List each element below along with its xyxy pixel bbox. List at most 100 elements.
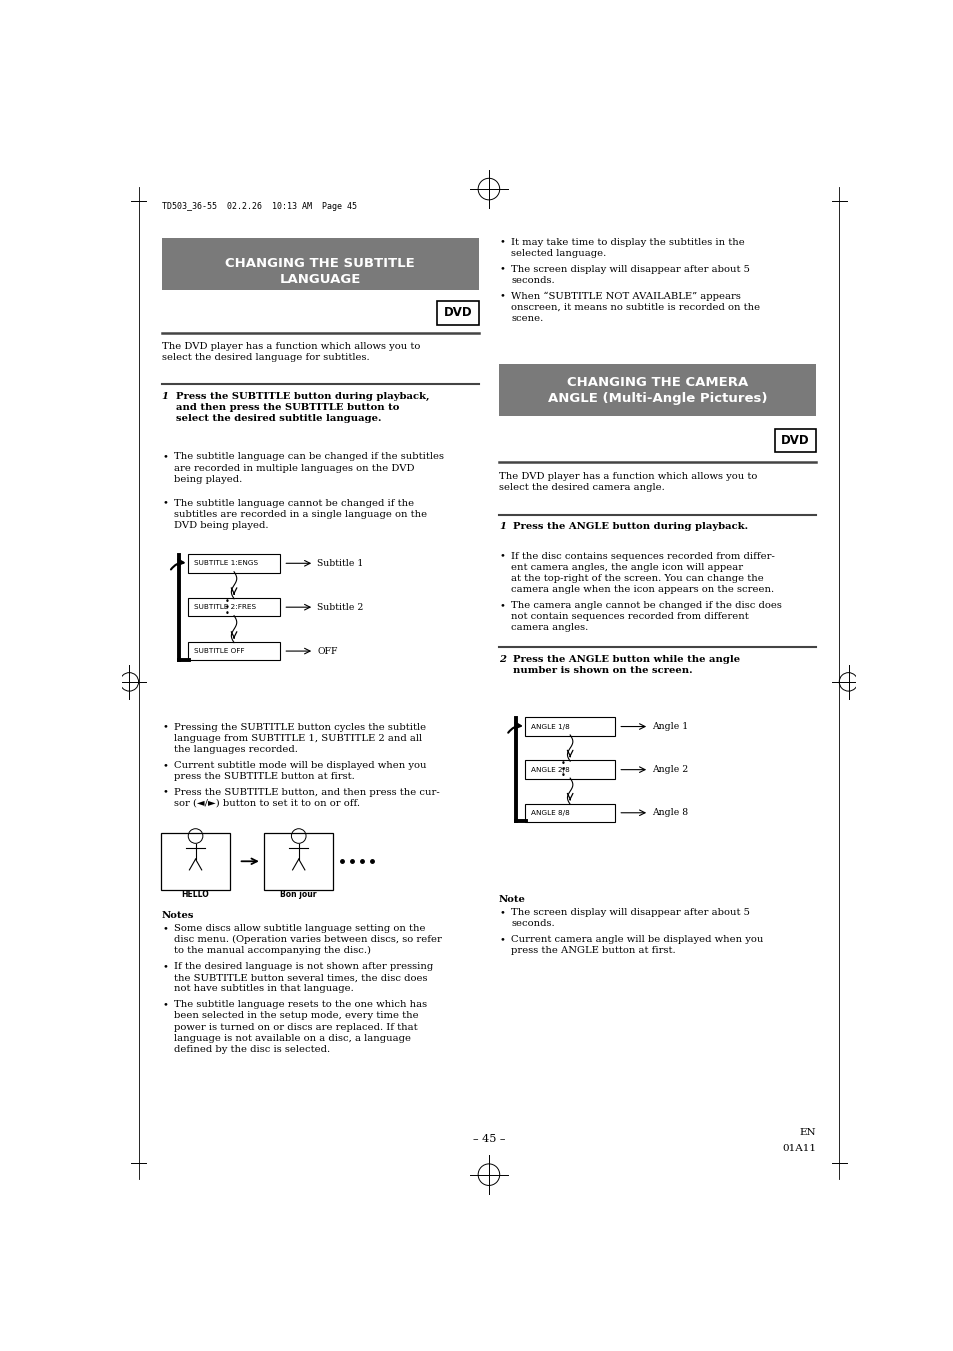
Text: Angle 2: Angle 2 xyxy=(652,765,688,774)
Text: Notes: Notes xyxy=(161,912,194,920)
Text: SUBTITLE OFF: SUBTITLE OFF xyxy=(193,648,244,654)
Text: The subtitle language can be changed if the subtitles: The subtitle language can be changed if … xyxy=(173,453,443,462)
Text: The DVD player has a function which allows you to: The DVD player has a function which allo… xyxy=(161,342,419,351)
Text: EN: EN xyxy=(799,1128,816,1138)
Text: Current subtitle mode will be displayed when you: Current subtitle mode will be displayed … xyxy=(173,761,426,770)
Text: Press the ANGLE button during playback.: Press the ANGLE button during playback. xyxy=(513,523,747,531)
Text: •: • xyxy=(224,603,229,612)
Text: the SUBTITLE button several times, the disc does: the SUBTITLE button several times, the d… xyxy=(173,973,427,982)
Text: defined by the disc is selected.: defined by the disc is selected. xyxy=(173,1044,330,1054)
Text: camera angles.: camera angles. xyxy=(511,623,588,632)
Text: LANGUAGE: LANGUAGE xyxy=(279,273,360,286)
Text: ANGLE (Multi-Angle Pictures): ANGLE (Multi-Angle Pictures) xyxy=(547,392,766,405)
Text: The screen display will disappear after about 5: The screen display will disappear after … xyxy=(511,908,749,917)
Text: ent camera angles, the angle icon will appear: ent camera angles, the angle icon will a… xyxy=(511,563,742,571)
Text: 2: 2 xyxy=(498,655,505,663)
Text: •: • xyxy=(162,788,168,797)
Text: OFF: OFF xyxy=(317,647,337,655)
FancyBboxPatch shape xyxy=(524,761,615,780)
FancyBboxPatch shape xyxy=(498,363,816,416)
Text: Current camera angle will be displayed when you: Current camera angle will be displayed w… xyxy=(511,935,762,944)
Text: being played.: being played. xyxy=(173,474,242,484)
Text: ANGLE 1/8: ANGLE 1/8 xyxy=(531,724,570,730)
Text: •: • xyxy=(499,908,505,917)
Text: •: • xyxy=(162,761,168,770)
Text: •: • xyxy=(162,1000,168,1009)
Text: Bon jour: Bon jour xyxy=(280,890,316,898)
FancyBboxPatch shape xyxy=(524,717,615,736)
FancyBboxPatch shape xyxy=(161,832,230,890)
Text: and then press the SUBTITLE button to: and then press the SUBTITLE button to xyxy=(175,403,398,412)
Text: power is turned on or discs are replaced. If that: power is turned on or discs are replaced… xyxy=(173,1023,417,1032)
Text: not contain sequences recorded from different: not contain sequences recorded from diff… xyxy=(511,612,748,621)
Text: •: • xyxy=(162,453,168,462)
Text: Subtitle 2: Subtitle 2 xyxy=(317,603,363,612)
Text: Press the ANGLE button while the angle: Press the ANGLE button while the angle xyxy=(513,655,740,663)
Text: 1: 1 xyxy=(498,523,505,531)
Text: HELLO: HELLO xyxy=(181,890,210,898)
Text: are recorded in multiple languages on the DVD: are recorded in multiple languages on th… xyxy=(173,463,414,473)
Text: CHANGING THE SUBTITLE: CHANGING THE SUBTITLE xyxy=(225,257,415,270)
Text: •: • xyxy=(499,292,505,300)
Text: The subtitle language resets to the one which has: The subtitle language resets to the one … xyxy=(173,1000,427,1009)
Text: •: • xyxy=(499,265,505,273)
Text: at the top-right of the screen. You can change the: at the top-right of the screen. You can … xyxy=(511,574,763,584)
Text: CHANGING THE CAMERA: CHANGING THE CAMERA xyxy=(566,376,747,389)
Text: not have subtitles in that language.: not have subtitles in that language. xyxy=(173,985,354,993)
Text: been selected in the setup mode, every time the: been selected in the setup mode, every t… xyxy=(173,1012,418,1020)
Text: 1: 1 xyxy=(161,392,169,401)
Text: If the disc contains sequences recorded from differ-: If the disc contains sequences recorded … xyxy=(511,551,775,561)
FancyBboxPatch shape xyxy=(436,301,478,324)
Text: language from SUBTITLE 1, SUBTITLE 2 and all: language from SUBTITLE 1, SUBTITLE 2 and… xyxy=(173,734,421,743)
Text: Subtitle 1: Subtitle 1 xyxy=(317,559,363,567)
Text: Angle 8: Angle 8 xyxy=(652,808,687,817)
Text: Angle 1: Angle 1 xyxy=(652,721,688,731)
Text: •: • xyxy=(224,597,229,605)
FancyBboxPatch shape xyxy=(524,804,615,821)
Text: seconds.: seconds. xyxy=(511,276,555,285)
Text: DVD being played.: DVD being played. xyxy=(173,521,268,530)
Text: Note: Note xyxy=(498,896,525,904)
Text: If the desired language is not shown after pressing: If the desired language is not shown aft… xyxy=(173,962,433,971)
Text: disc menu. (Operation varies between discs, so refer: disc menu. (Operation varies between dis… xyxy=(173,935,441,944)
Text: Some discs allow subtitle language setting on the: Some discs allow subtitle language setti… xyxy=(173,924,425,934)
FancyBboxPatch shape xyxy=(774,428,816,453)
FancyBboxPatch shape xyxy=(188,554,280,573)
Text: SUBTITLE 2:FRES: SUBTITLE 2:FRES xyxy=(193,604,255,611)
Text: TD503_36-55  02.2.26  10:13 AM  Page 45: TD503_36-55 02.2.26 10:13 AM Page 45 xyxy=(161,203,356,211)
Text: It may take time to display the subtitles in the: It may take time to display the subtitle… xyxy=(511,238,744,247)
Text: scene.: scene. xyxy=(511,313,543,323)
Text: •: • xyxy=(499,238,505,247)
Text: •: • xyxy=(499,601,505,611)
Text: – 45 –: – 45 – xyxy=(472,1133,505,1144)
Text: When “SUBTITLE NOT AVAILABLE” appears: When “SUBTITLE NOT AVAILABLE” appears xyxy=(511,292,740,301)
Text: The DVD player has a function which allows you to: The DVD player has a function which allo… xyxy=(498,471,757,481)
Text: •: • xyxy=(162,499,168,508)
Text: the languages recorded.: the languages recorded. xyxy=(173,744,297,754)
Text: sor (◄/►) button to set it to on or off.: sor (◄/►) button to set it to on or off. xyxy=(173,798,359,808)
FancyBboxPatch shape xyxy=(188,642,280,661)
Text: 01A11: 01A11 xyxy=(781,1144,816,1152)
Text: SUBTITLE 1:ENGS: SUBTITLE 1:ENGS xyxy=(193,561,258,566)
Text: The screen display will disappear after about 5: The screen display will disappear after … xyxy=(511,265,749,273)
Text: seconds.: seconds. xyxy=(511,919,555,928)
Text: Pressing the SUBTITLE button cycles the subtitle: Pressing the SUBTITLE button cycles the … xyxy=(173,723,426,732)
Text: Press the SUBTITLE button, and then press the cur-: Press the SUBTITLE button, and then pres… xyxy=(173,788,439,797)
Text: •: • xyxy=(162,924,168,934)
Text: select the desired subtitle language.: select the desired subtitle language. xyxy=(175,413,380,423)
Text: selected language.: selected language. xyxy=(511,249,606,258)
FancyBboxPatch shape xyxy=(264,832,333,890)
Text: •: • xyxy=(162,962,168,971)
Text: camera angle when the icon appears on the screen.: camera angle when the icon appears on th… xyxy=(511,585,774,594)
Text: onscreen, it means no subtitle is recorded on the: onscreen, it means no subtitle is record… xyxy=(511,303,760,312)
Text: select the desired language for subtitles.: select the desired language for subtitle… xyxy=(161,354,369,362)
Text: The subtitle language cannot be changed if the: The subtitle language cannot be changed … xyxy=(173,499,414,508)
Text: press the SUBTITLE button at first.: press the SUBTITLE button at first. xyxy=(173,771,355,781)
Text: •: • xyxy=(499,935,505,944)
Text: The camera angle cannot be changed if the disc does: The camera angle cannot be changed if th… xyxy=(511,601,781,611)
Text: press the ANGLE button at first.: press the ANGLE button at first. xyxy=(511,946,675,955)
FancyBboxPatch shape xyxy=(161,238,478,290)
Text: to the manual accompanying the disc.): to the manual accompanying the disc.) xyxy=(173,946,371,955)
Text: ANGLE 2/8: ANGLE 2/8 xyxy=(531,766,570,773)
Text: Press the SUBTITLE button during playback,: Press the SUBTITLE button during playbac… xyxy=(175,392,429,401)
